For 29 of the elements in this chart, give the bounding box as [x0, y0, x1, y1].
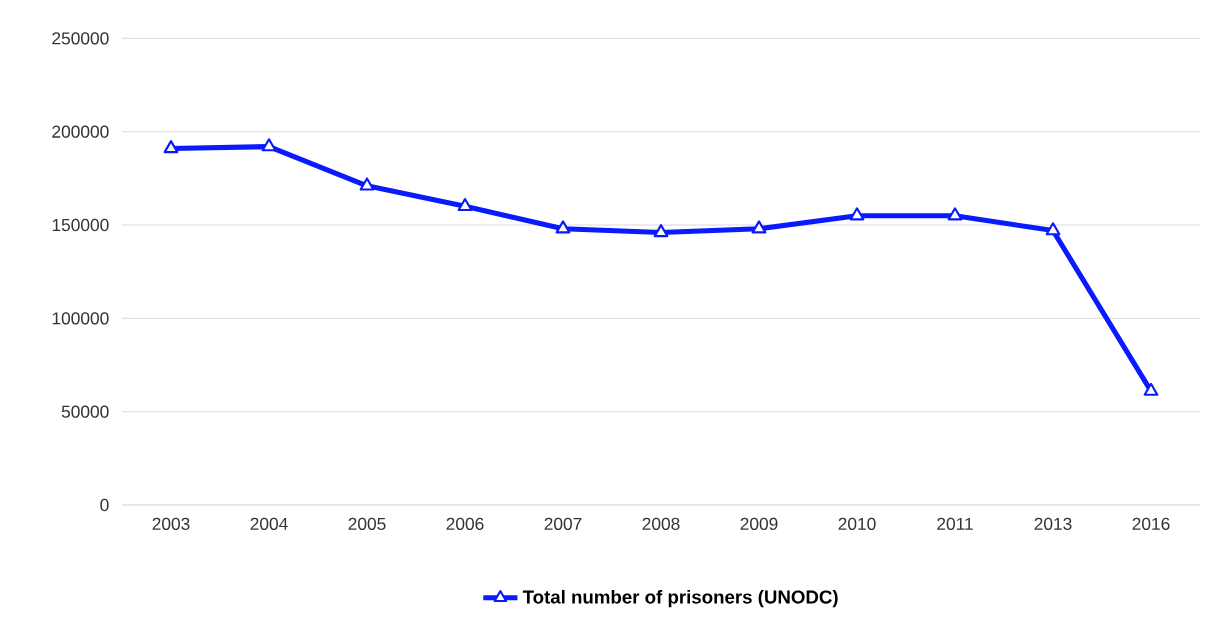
x-tick-label: 2004 — [250, 517, 288, 530]
x-tick-label: 2016 — [1132, 517, 1170, 530]
x-tick-label: 2005 — [348, 517, 386, 530]
x-tick-label: 2010 — [838, 517, 876, 530]
point — [555, 220, 571, 234]
y-tick-label: 200000 — [52, 125, 109, 138]
y-tick-label: 50000 — [61, 405, 109, 418]
y-tick-label: 150000 — [52, 218, 109, 232]
x-tick-label: 2013 — [1034, 517, 1072, 530]
legend-label: Total number of prisoners (UNODC) — [522, 589, 838, 608]
x-tick-label: 2008 — [642, 517, 680, 530]
point — [751, 220, 767, 234]
x-tick-label: 2011 — [937, 517, 973, 530]
x-tick-label: 2007 — [544, 517, 582, 530]
point — [261, 138, 277, 152]
y-tick-label: 100000 — [52, 312, 109, 325]
point — [163, 140, 179, 154]
point — [1143, 382, 1159, 396]
point — [849, 207, 865, 221]
point — [457, 197, 473, 212]
point — [1045, 222, 1061, 236]
x-tick-label: 2006 — [446, 517, 484, 530]
point — [359, 177, 375, 191]
y-tick-label: 0 — [100, 498, 109, 512]
point — [947, 207, 963, 221]
x-tick-label: 2003 — [152, 517, 190, 530]
point — [653, 224, 669, 238]
y-tick-label: 250000 — [52, 32, 109, 45]
x-tick-label: 2009 — [740, 517, 778, 530]
